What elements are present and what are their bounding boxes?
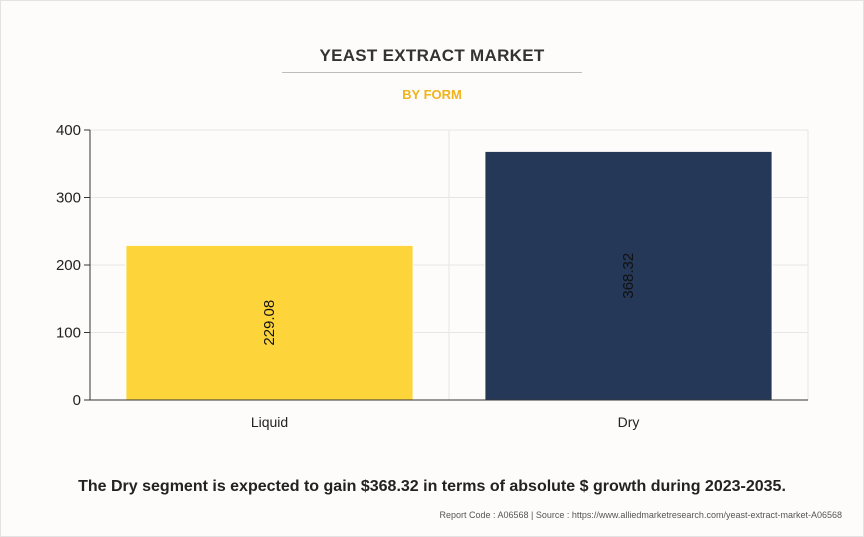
summary-text: The Dry segment is expected to gain $368… xyxy=(78,478,786,495)
x-tick-label-dry: Dry xyxy=(618,414,640,430)
data-label-liquid: 229.08 xyxy=(261,300,278,346)
y-tick-label: 400 xyxy=(56,122,81,139)
source-citation: Report Code : A06568 | Source : https://… xyxy=(439,510,842,520)
chart-title: YEAST EXTRACT MARKET xyxy=(319,46,545,65)
label-layer: 0 100 200 300 400 229.08 Liquid 368.32 Dry xyxy=(56,122,639,430)
title-divider xyxy=(282,72,582,73)
bar-liquid xyxy=(125,244,414,401)
data-label-dry: 368.32 xyxy=(620,253,637,299)
bar-layer xyxy=(125,150,773,401)
chart-subtitle: BY FORM xyxy=(402,87,462,102)
y-tick-label: 100 xyxy=(56,325,81,342)
bar-dry xyxy=(484,150,773,401)
x-tick-label-liquid: Liquid xyxy=(251,414,288,430)
y-tick-label: 200 xyxy=(56,257,81,274)
y-tick-label: 300 xyxy=(56,190,81,207)
axis-layer xyxy=(84,129,808,401)
y-tick-label: 0 xyxy=(73,392,81,409)
